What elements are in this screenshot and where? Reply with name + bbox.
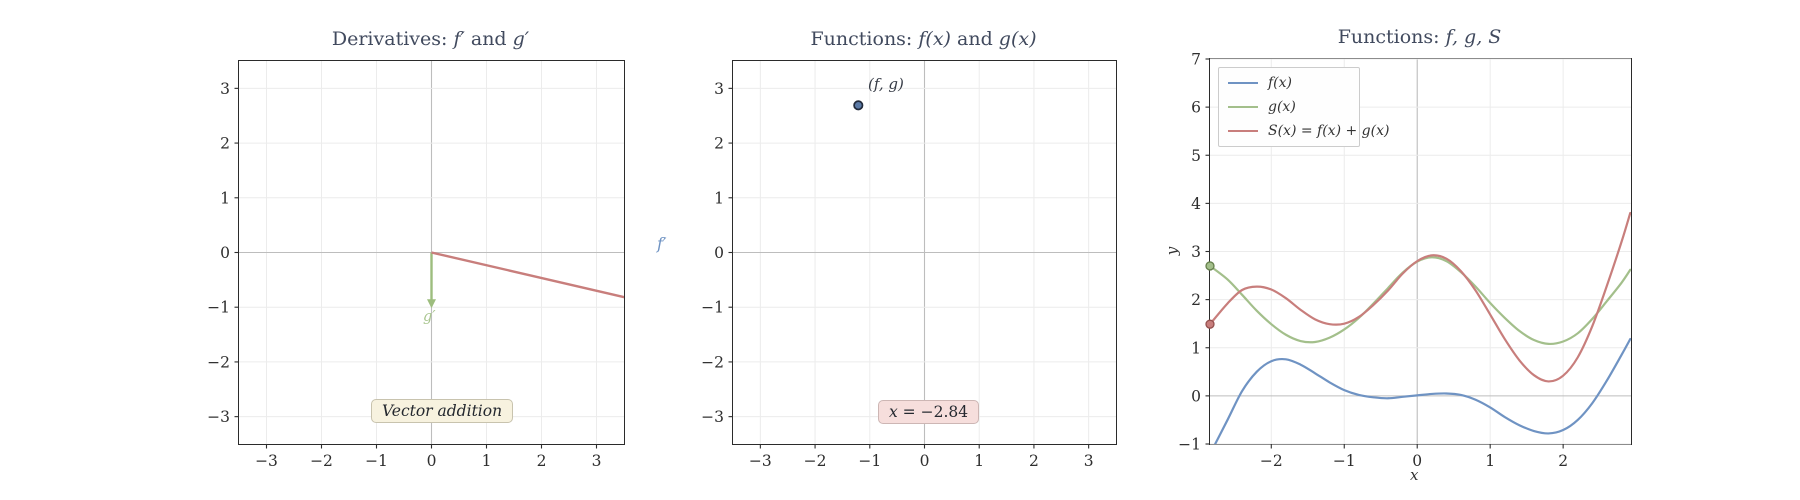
g-prime-vector-label: g′ <box>423 309 436 325</box>
x-tick-label: −3 <box>255 452 278 470</box>
y-tick-label: 0 <box>220 244 230 262</box>
x-tick-label: −1 <box>1333 452 1356 470</box>
plot-content <box>427 251 624 309</box>
legend-row-f: f(x) <box>1228 71 1359 95</box>
x-tick-label: 1 <box>974 452 984 470</box>
current-x-marker <box>1205 261 1215 271</box>
y-tick-label: 4 <box>1191 195 1201 213</box>
title-text: and <box>464 28 513 50</box>
y-tick-label: 3 <box>1191 243 1201 261</box>
legend: f(x) g(x) S(x) = f(x) + g(x) <box>1218 67 1389 147</box>
current-x-marker <box>1205 319 1215 329</box>
vector-addition-annotation: Vector addition <box>371 399 514 423</box>
functions-xlabel: x <box>1410 466 1419 484</box>
x-tick-label: −1 <box>365 452 388 470</box>
x-tick-label: 2 <box>1558 452 1568 470</box>
curve-2 <box>1210 211 1631 383</box>
y-tick-label: −1 <box>701 299 724 317</box>
y-tick-label: 2 <box>714 135 724 153</box>
x-tick-label: 1 <box>1485 452 1495 470</box>
phase-plot-title: Functions: f(x) and g(x) <box>732 28 1115 50</box>
y-tick-label: 3 <box>714 80 724 98</box>
phase-point-label: (f, g) <box>868 75 904 93</box>
phase-plot: −3 −2 −1 0 1 2 3 −3 −2 −1 0 1 2 3 <box>701 60 1117 470</box>
y-tick-label: 6 <box>1191 99 1201 117</box>
legend-label-g: g(x) <box>1268 99 1296 115</box>
x-tick-label: 2 <box>537 452 547 470</box>
x-tick-label: −3 <box>749 452 772 470</box>
x-readout-annotation: x = −2.84 <box>878 400 980 424</box>
y-tick-label: 5 <box>1191 147 1201 165</box>
derivatives-canvas: −3 −2 −1 0 1 2 3 −3 −2 −1 0 1 2 3 <box>207 61 624 470</box>
x-tick-label: −2 <box>310 452 333 470</box>
x-tick-label: 3 <box>1084 452 1094 470</box>
curve-0 <box>1213 337 1631 444</box>
legend-label-f: f(x) <box>1268 75 1293 91</box>
y-tick-label: −2 <box>207 353 230 371</box>
g-prime-arrowhead <box>427 299 436 309</box>
x-tick-label: 2 <box>1029 452 1039 470</box>
plot-content <box>1210 211 1631 444</box>
y-tick-label: 1 <box>1191 339 1201 357</box>
y-tick-label: −1 <box>207 299 230 317</box>
phase-ylabel: f′ <box>657 234 667 253</box>
y-tick-label: 3 <box>220 80 230 98</box>
readout-variable: x <box>889 403 898 421</box>
x-tick-label: 0 <box>1412 452 1422 470</box>
legend-swatch-g <box>1228 105 1258 109</box>
x-tick-label: 1 <box>482 452 492 470</box>
y-tick-label: 2 <box>220 135 230 153</box>
title-text: Functions: <box>1337 26 1446 48</box>
functions-plot-title: Functions: f, g, S <box>1209 26 1630 48</box>
functions-ylabel: y <box>1163 246 1182 256</box>
phase-point-marker <box>853 100 864 111</box>
title-text: Derivatives: <box>331 28 454 50</box>
legend-label-s: S(x) = f(x) + g(x) <box>1268 123 1390 139</box>
x-tick-label: 0 <box>427 452 437 470</box>
plot-content <box>853 100 864 111</box>
legend-swatch-s <box>1228 129 1258 133</box>
curve-1 <box>1210 256 1631 346</box>
y-tick-label: −1 <box>1178 436 1201 454</box>
legend-row-s: S(x) = f(x) + g(x) <box>1228 119 1389 143</box>
y-tick-label: 0 <box>714 244 724 262</box>
title-math: f′ <box>453 28 465 50</box>
y-tick-label: 1 <box>714 189 724 207</box>
x-tick-label: 3 <box>592 452 602 470</box>
readout-value: = −2.84 <box>897 403 969 421</box>
title-text: Functions: <box>810 28 919 50</box>
x-tick-label: −2 <box>1260 452 1283 470</box>
title-text: and <box>950 28 999 50</box>
y-tick-label: 2 <box>1191 291 1201 309</box>
derivatives-plot-title: Derivatives: f′ and g′ <box>238 28 623 50</box>
derivatives-plot: −3 −2 −1 0 1 2 3 −3 −2 −1 0 1 2 3 <box>207 60 625 470</box>
title-math: g(x) <box>998 28 1037 50</box>
y-tick-label: 1 <box>220 189 230 207</box>
legend-row-g: g(x) <box>1228 95 1359 119</box>
title-math: f(x) <box>918 28 951 50</box>
x-tick-label: 0 <box>920 452 930 470</box>
y-tick-label: 0 <box>1191 387 1201 405</box>
title-math: f, g, S <box>1445 26 1502 48</box>
sum-derivative-vector <box>431 251 624 299</box>
legend-swatch-f <box>1228 81 1258 85</box>
phase-canvas: −3 −2 −1 0 1 2 3 −3 −2 −1 0 1 2 3 <box>701 61 1116 470</box>
title-math: g′ <box>512 28 530 50</box>
x-tick-label: −1 <box>858 452 881 470</box>
y-tick-label: −3 <box>701 408 724 426</box>
y-tick-label: −2 <box>701 353 724 371</box>
x-tick-label: −2 <box>804 452 827 470</box>
y-tick-label: −3 <box>207 408 230 426</box>
y-tick-label: 7 <box>1191 51 1201 69</box>
